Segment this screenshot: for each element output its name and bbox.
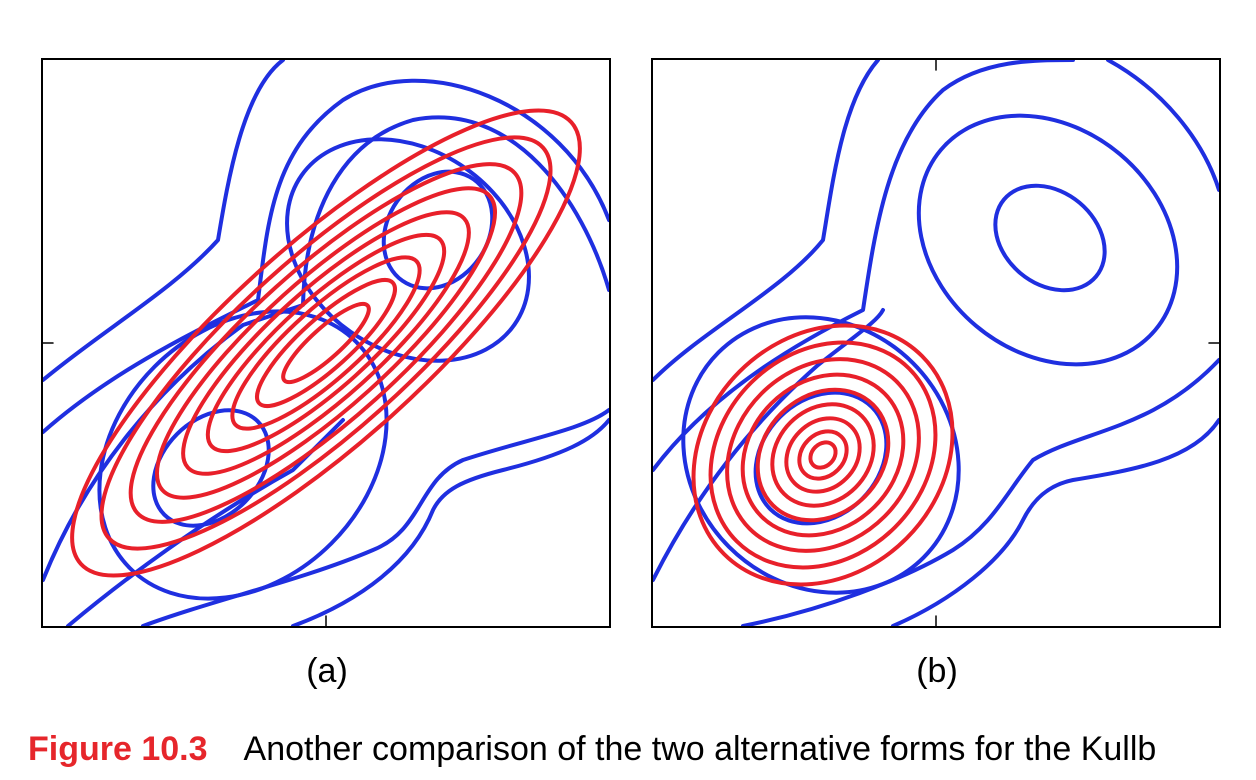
caption-text: Another comparison of the two alternativ…	[243, 730, 1157, 768]
red-contour	[770, 402, 876, 508]
red-contour	[725, 357, 921, 553]
red-contour	[255, 277, 397, 409]
blue-contour	[993, 183, 1107, 293]
blue-contour	[97, 309, 389, 601]
blue-contour	[43, 60, 285, 382]
subfigure-b-plot	[651, 58, 1221, 628]
red-contour	[281, 301, 371, 385]
red-contours-b	[691, 323, 955, 587]
red-contour	[99, 135, 553, 551]
figure-number: Figure 10.3	[28, 730, 208, 768]
red-contour	[797, 429, 849, 481]
blue-contour	[741, 358, 1219, 626]
blue-contour	[43, 78, 609, 434]
red-contours-a	[70, 108, 582, 578]
contour-plot-b	[653, 60, 1219, 626]
blue-contour	[291, 418, 609, 626]
blue-contour	[891, 418, 1219, 626]
red-contour	[691, 323, 955, 587]
blue-contours-a	[43, 60, 609, 626]
red-contour	[154, 186, 498, 500]
red-contour	[70, 108, 582, 578]
axis-ticks-b	[935, 60, 1219, 626]
blue-contours-b	[653, 60, 1219, 626]
blue-contour	[66, 418, 345, 626]
subfigure-label-b: (b)	[916, 652, 958, 690]
subfigure-label-a: (a)	[306, 652, 348, 690]
red-contour	[181, 210, 471, 476]
red-contour	[808, 440, 838, 470]
subfigure-a-plot	[41, 58, 611, 628]
axis-ticks-a	[43, 342, 327, 626]
red-contour	[128, 162, 524, 524]
blue-contour	[653, 60, 880, 382]
red-contour	[755, 387, 891, 523]
contour-plot-a	[43, 60, 609, 626]
red-contour	[708, 340, 938, 570]
red-contour	[740, 372, 906, 538]
blue-contour	[653, 308, 885, 582]
blue-contour	[1106, 60, 1219, 192]
blue-contour	[151, 408, 271, 528]
blue-contour	[681, 315, 961, 595]
red-contour	[205, 232, 447, 454]
blue-contour	[916, 113, 1180, 367]
blue-contour	[285, 137, 531, 363]
red-contour	[784, 416, 862, 494]
figure-caption: Figure 10.3 Another comparison of the two…	[28, 730, 1156, 769]
red-contour	[230, 255, 422, 431]
blue-contour	[653, 60, 1075, 472]
blue-contour	[43, 115, 609, 582]
